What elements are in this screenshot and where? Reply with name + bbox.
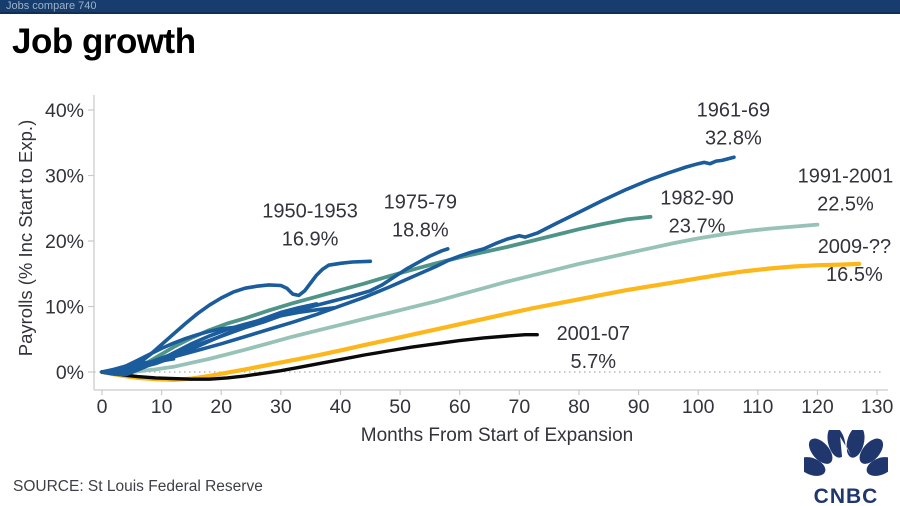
- x-tick-label-20: 20: [210, 396, 232, 418]
- x-tick-label-100: 100: [682, 396, 715, 418]
- topbar-label: Jobs compare 740: [6, 0, 97, 12]
- y-tick-label-10: 10%: [45, 297, 84, 319]
- y-tick-label-40: 40%: [45, 100, 84, 122]
- y-tick-label-30: 30%: [45, 166, 84, 188]
- source-credit: SOURCE: St Louis Federal Reserve: [13, 478, 263, 495]
- series-line-1991-2001: [100, 222, 820, 376]
- series-line-1958-60: [100, 324, 247, 374]
- x-tick-label-40: 40: [330, 396, 352, 418]
- x-tick-label-60: 60: [449, 396, 471, 418]
- x-tick-label-30: 30: [270, 396, 292, 418]
- series-line-1975-79: [100, 247, 450, 376]
- x-tick-label-90: 90: [628, 396, 650, 418]
- x-tick-label-50: 50: [389, 396, 411, 418]
- y-tick-label-0: 0%: [56, 362, 84, 384]
- x-tick-label-10: 10: [151, 396, 173, 418]
- annotation-2009-??: 2009-?? 16.5%: [818, 236, 891, 286]
- page-title: Job growth: [12, 22, 196, 61]
- series-line-1950-1953: [100, 259, 373, 376]
- cnbc-logo-text: CNBC: [813, 485, 879, 506]
- x-tick-label-80: 80: [568, 396, 590, 418]
- annotation-2001-07: 2001-07 5.7%: [557, 323, 630, 373]
- x-tick-label-110: 110: [742, 396, 773, 418]
- x-tick-label-130: 130: [861, 396, 894, 418]
- annotation-1950-1953: 1950-1953 16.9%: [262, 200, 358, 250]
- annotation-1991-2001: 1991-2001 22.5%: [798, 166, 894, 216]
- x-tick-label-120: 120: [801, 396, 834, 418]
- series-line-1982-90: [100, 214, 653, 377]
- x-tick-label-0: 0: [97, 396, 108, 418]
- topbar: Jobs compare 740: [0, 0, 900, 14]
- series-line-2009-??: [99, 261, 862, 382]
- series-line-2001-07: [100, 333, 539, 381]
- series-line-1961-69: [100, 155, 736, 376]
- annotation-1975-79: 1975-79 18.8%: [384, 191, 457, 241]
- y-tick-label-20: 20%: [45, 231, 84, 253]
- cnbc-logo: CNBC: [798, 426, 894, 506]
- x-axis-title: Months From Start of Expansion: [361, 425, 633, 446]
- y-axis-title: Payrolls (% Inc Start to Exp.): [15, 120, 36, 356]
- x-tick-label-70: 70: [508, 396, 530, 418]
- annotation-1961-69: 1961-69 32.8%: [697, 100, 770, 150]
- annotation-1982-90: 1982-90 23.7%: [660, 187, 733, 237]
- cnbc-peacock-icon: [798, 426, 894, 481]
